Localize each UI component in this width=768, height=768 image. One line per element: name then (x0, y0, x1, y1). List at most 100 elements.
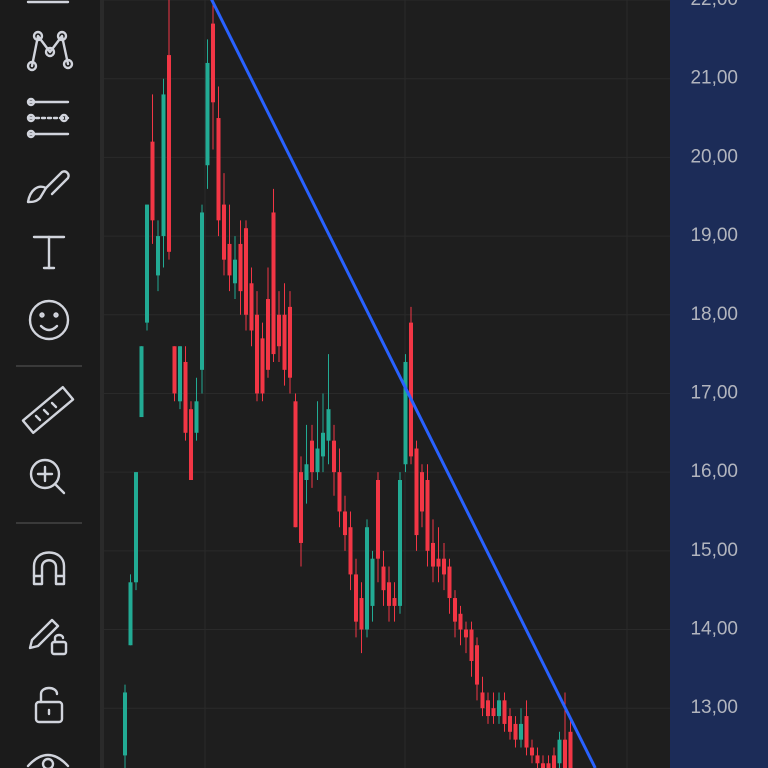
candle-body (480, 692, 485, 709)
candle-body (425, 480, 430, 551)
candle-body (315, 448, 320, 473)
candle-body (310, 440, 314, 473)
y-tick-label: 16,00 (690, 461, 738, 482)
y-tick-label: 18,00 (690, 304, 738, 325)
grid (104, 0, 670, 709)
candle-body (134, 472, 138, 583)
y-tick-label: 20,00 (690, 146, 738, 167)
candle-body (475, 645, 479, 685)
candle-body (194, 401, 199, 433)
price-axis: 22,00 21,00 20,00 19,00 18,00 17,00 16,00 15,00… (690, 0, 738, 718)
candle-body (288, 306, 292, 378)
candle-body (211, 23, 215, 103)
y-tick-label: 13,00 (690, 697, 738, 718)
candle-body (409, 322, 413, 457)
candle-body (227, 243, 232, 276)
tool-text[interactable] (32, 235, 66, 270)
candle-body (464, 629, 468, 638)
candle-body (508, 716, 512, 732)
candle-body (524, 716, 529, 748)
candle-body (222, 204, 226, 260)
candle-body (359, 598, 364, 630)
tool-fib[interactable] (26, 97, 70, 139)
candle-body (387, 582, 391, 606)
candle-body (365, 527, 369, 630)
candle-body (156, 236, 160, 276)
candle-body (244, 228, 248, 315)
candle-body (530, 747, 534, 756)
candle-body (381, 566, 386, 591)
candle-body (431, 542, 435, 567)
toolbar (0, 0, 100, 768)
y-tick-label: 21,00 (690, 68, 738, 89)
candle-body (200, 212, 204, 370)
candle-body (189, 409, 193, 480)
candle-body (293, 401, 298, 528)
candle-body (326, 409, 331, 441)
candle-body (266, 299, 270, 370)
candle-body (376, 480, 380, 559)
tool-zoom[interactable] (29, 458, 66, 495)
candle-body (491, 708, 496, 717)
candle-body (123, 692, 127, 756)
y-tick-label: 17,00 (690, 382, 738, 403)
candle-body (420, 472, 424, 512)
candle-body (557, 739, 562, 764)
candle-body (216, 118, 221, 221)
candle-body (139, 346, 144, 418)
candle-body (337, 472, 342, 512)
candle-body (541, 763, 545, 768)
candle-body (436, 558, 441, 567)
tool-pattern[interactable] (26, 30, 74, 72)
candle-body (442, 558, 446, 575)
plot-area (123, 0, 597, 768)
candle-body (552, 755, 556, 768)
candle-body (249, 283, 254, 331)
candle-body (458, 613, 463, 630)
y-tick-label: 22,00 (690, 0, 738, 10)
candle-body (332, 440, 336, 473)
tool-eye[interactable] (26, 753, 70, 768)
candle-body (398, 480, 402, 606)
candle-body (183, 361, 188, 433)
candle-body (392, 598, 397, 606)
candle-body (502, 700, 507, 724)
trend-line (210, 0, 597, 768)
y-tick-label: 19,00 (690, 225, 738, 246)
candle-body (453, 598, 457, 622)
tool-magnet[interactable] (32, 551, 66, 586)
tool-brush[interactable] (26, 170, 70, 204)
price-axis-panel (670, 0, 768, 768)
tool-lock[interactable] (34, 686, 64, 724)
candle-body (271, 212, 276, 355)
candle-body (568, 731, 573, 768)
tool-emoji[interactable] (28, 299, 70, 341)
tool-lock-drawings[interactable] (28, 618, 68, 656)
candle-body (414, 448, 419, 536)
candle-body (343, 511, 347, 536)
candle-body (535, 755, 540, 764)
y-tick-label: 15,00 (690, 540, 738, 561)
candle-body (172, 346, 177, 394)
candle-body (150, 141, 155, 221)
drawing-tools (16, 0, 82, 768)
candle-body (145, 204, 149, 323)
candle-body (178, 346, 182, 402)
candle-body (238, 243, 243, 292)
tool-ruler[interactable] (21, 385, 75, 435)
candle-body (167, 55, 171, 252)
candle-body (321, 432, 325, 457)
candle-body (277, 314, 281, 347)
candle-body (348, 527, 353, 575)
candle-body (255, 314, 259, 394)
candle-body (128, 582, 133, 646)
candle-body (282, 314, 287, 370)
candle-body (403, 361, 408, 465)
candle-body (299, 472, 303, 543)
candle-body (161, 94, 166, 237)
candle-body (205, 62, 210, 166)
candle-body (513, 723, 518, 740)
